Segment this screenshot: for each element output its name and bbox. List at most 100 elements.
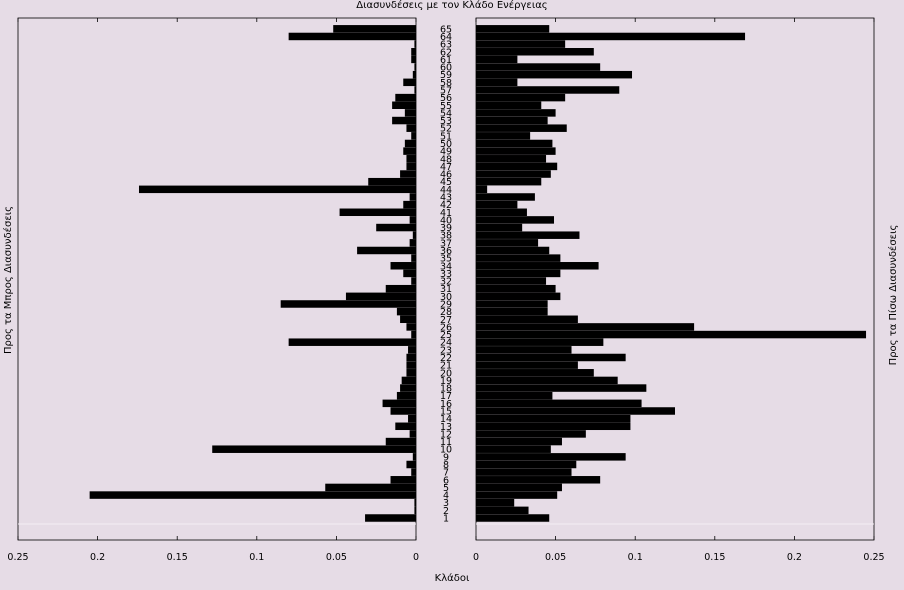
- category-label-60: 60: [440, 63, 452, 74]
- right-bar-13: [476, 422, 631, 431]
- left-bar-46: [400, 170, 416, 178]
- left-bar-41: [339, 208, 416, 217]
- right-bar-50: [476, 139, 553, 148]
- category-label-19: 19: [440, 376, 452, 387]
- category-label-62: 62: [440, 47, 452, 58]
- right-bar-56: [476, 93, 566, 102]
- category-label-59: 59: [440, 70, 452, 81]
- left-bar-27: [400, 315, 416, 324]
- category-label-38: 38: [440, 231, 452, 242]
- category-label-64: 64: [440, 32, 452, 43]
- left-x-tick-label: 0.15: [167, 552, 188, 563]
- category-label-43: 43: [440, 192, 452, 203]
- right-x-tick-label: 0.05: [545, 552, 566, 563]
- left-bar-18: [400, 384, 416, 392]
- left-y-axis-label: Προς τα Μπρος Διασυνδέσεις: [2, 206, 14, 354]
- right-y-axis-label: Προς τα Πίσω Διασυνδέσεις: [887, 225, 899, 366]
- chart-title: Διασυνδέσεις με τον Κλάδο Ενέργειας: [356, 0, 547, 11]
- left-bar-7: [411, 468, 416, 476]
- right-bar-5: [476, 483, 562, 492]
- category-label-10: 10: [440, 445, 452, 456]
- left-bar-65: [333, 25, 416, 33]
- right-bar-28: [476, 307, 548, 316]
- right-bar-38: [476, 231, 580, 239]
- category-label-44: 44: [440, 185, 452, 196]
- right-x-tick-label: 0.1: [628, 552, 643, 563]
- category-label-34: 34: [440, 261, 452, 272]
- left-x-tick-label: 0.25: [7, 552, 28, 563]
- right-bar-49: [476, 147, 556, 155]
- category-label-57: 57: [440, 85, 452, 96]
- category-label-51: 51: [440, 131, 452, 142]
- right-bar-27: [476, 315, 578, 324]
- left-bar-3: [414, 498, 416, 507]
- right-bar-46: [476, 170, 551, 178]
- right-bar-32: [476, 277, 547, 285]
- category-label-41: 41: [440, 208, 452, 219]
- right-bar-14: [476, 414, 631, 423]
- left-bar-38: [412, 231, 416, 239]
- category-label-58: 58: [440, 78, 452, 89]
- category-labels: 1234567891011121314151617181920212223242…: [440, 24, 452, 524]
- category-label-61: 61: [440, 55, 452, 66]
- left-bar-12: [409, 430, 416, 438]
- left-bar-47: [406, 162, 416, 171]
- category-label-54: 54: [440, 108, 452, 119]
- left-bar-37: [409, 239, 416, 247]
- left-bar-26: [406, 323, 416, 331]
- left-bar-60: [414, 63, 416, 71]
- left-bar-59: [412, 70, 416, 79]
- category-label-23: 23: [440, 345, 452, 356]
- category-label-46: 46: [440, 170, 452, 181]
- right-bar-16: [476, 399, 642, 408]
- right-bar-23: [476, 346, 572, 354]
- left-bar-28: [396, 307, 416, 316]
- left-bar-16: [382, 399, 416, 408]
- category-label-25: 25: [440, 330, 452, 341]
- left-bar-57: [414, 86, 416, 94]
- right-bar-25: [476, 330, 867, 339]
- category-label-40: 40: [440, 215, 452, 226]
- left-bar-22: [406, 353, 416, 362]
- left-bar-63: [414, 40, 416, 48]
- left-x-tick-label: 0.2: [90, 552, 105, 563]
- right-bar-58: [476, 78, 518, 87]
- left-bar-49: [403, 147, 416, 155]
- category-label-8: 8: [443, 460, 449, 471]
- left-bar-30: [345, 292, 416, 301]
- right-bar-17: [476, 391, 553, 400]
- left-bar-17: [396, 391, 416, 400]
- left-bar-35: [411, 254, 416, 262]
- left-bar-62: [411, 48, 416, 56]
- right-bar-15: [476, 407, 675, 415]
- right-bar-30: [476, 292, 561, 301]
- right-bar-57: [476, 86, 620, 94]
- right-bar-55: [476, 101, 542, 110]
- category-label-27: 27: [440, 315, 452, 326]
- right-x-tick-label: 0.25: [863, 552, 884, 563]
- right-bar-52: [476, 124, 567, 132]
- left-bar-2: [414, 506, 416, 515]
- right-bar-54: [476, 109, 556, 117]
- left-bar-13: [395, 422, 416, 431]
- left-bar-32: [411, 277, 416, 285]
- left-bar-45: [368, 177, 416, 186]
- category-label-50: 50: [440, 139, 452, 150]
- right-bar-10: [476, 445, 551, 453]
- right-bar-59: [476, 70, 633, 79]
- right-bar-47: [476, 162, 558, 171]
- category-label-1: 1: [443, 514, 449, 525]
- category-label-63: 63: [440, 40, 452, 51]
- right-bar-65: [476, 25, 550, 33]
- category-label-56: 56: [440, 93, 452, 104]
- category-label-11: 11: [440, 437, 452, 448]
- left-bar-53: [392, 116, 416, 125]
- left-bar-5: [325, 483, 416, 492]
- left-bar-58: [403, 78, 416, 87]
- left-bar-40: [409, 216, 416, 224]
- right-bar-43: [476, 193, 535, 201]
- right-x-tick-label: 0.15: [704, 552, 725, 563]
- x-axis-label: Κλάδοι: [435, 572, 470, 584]
